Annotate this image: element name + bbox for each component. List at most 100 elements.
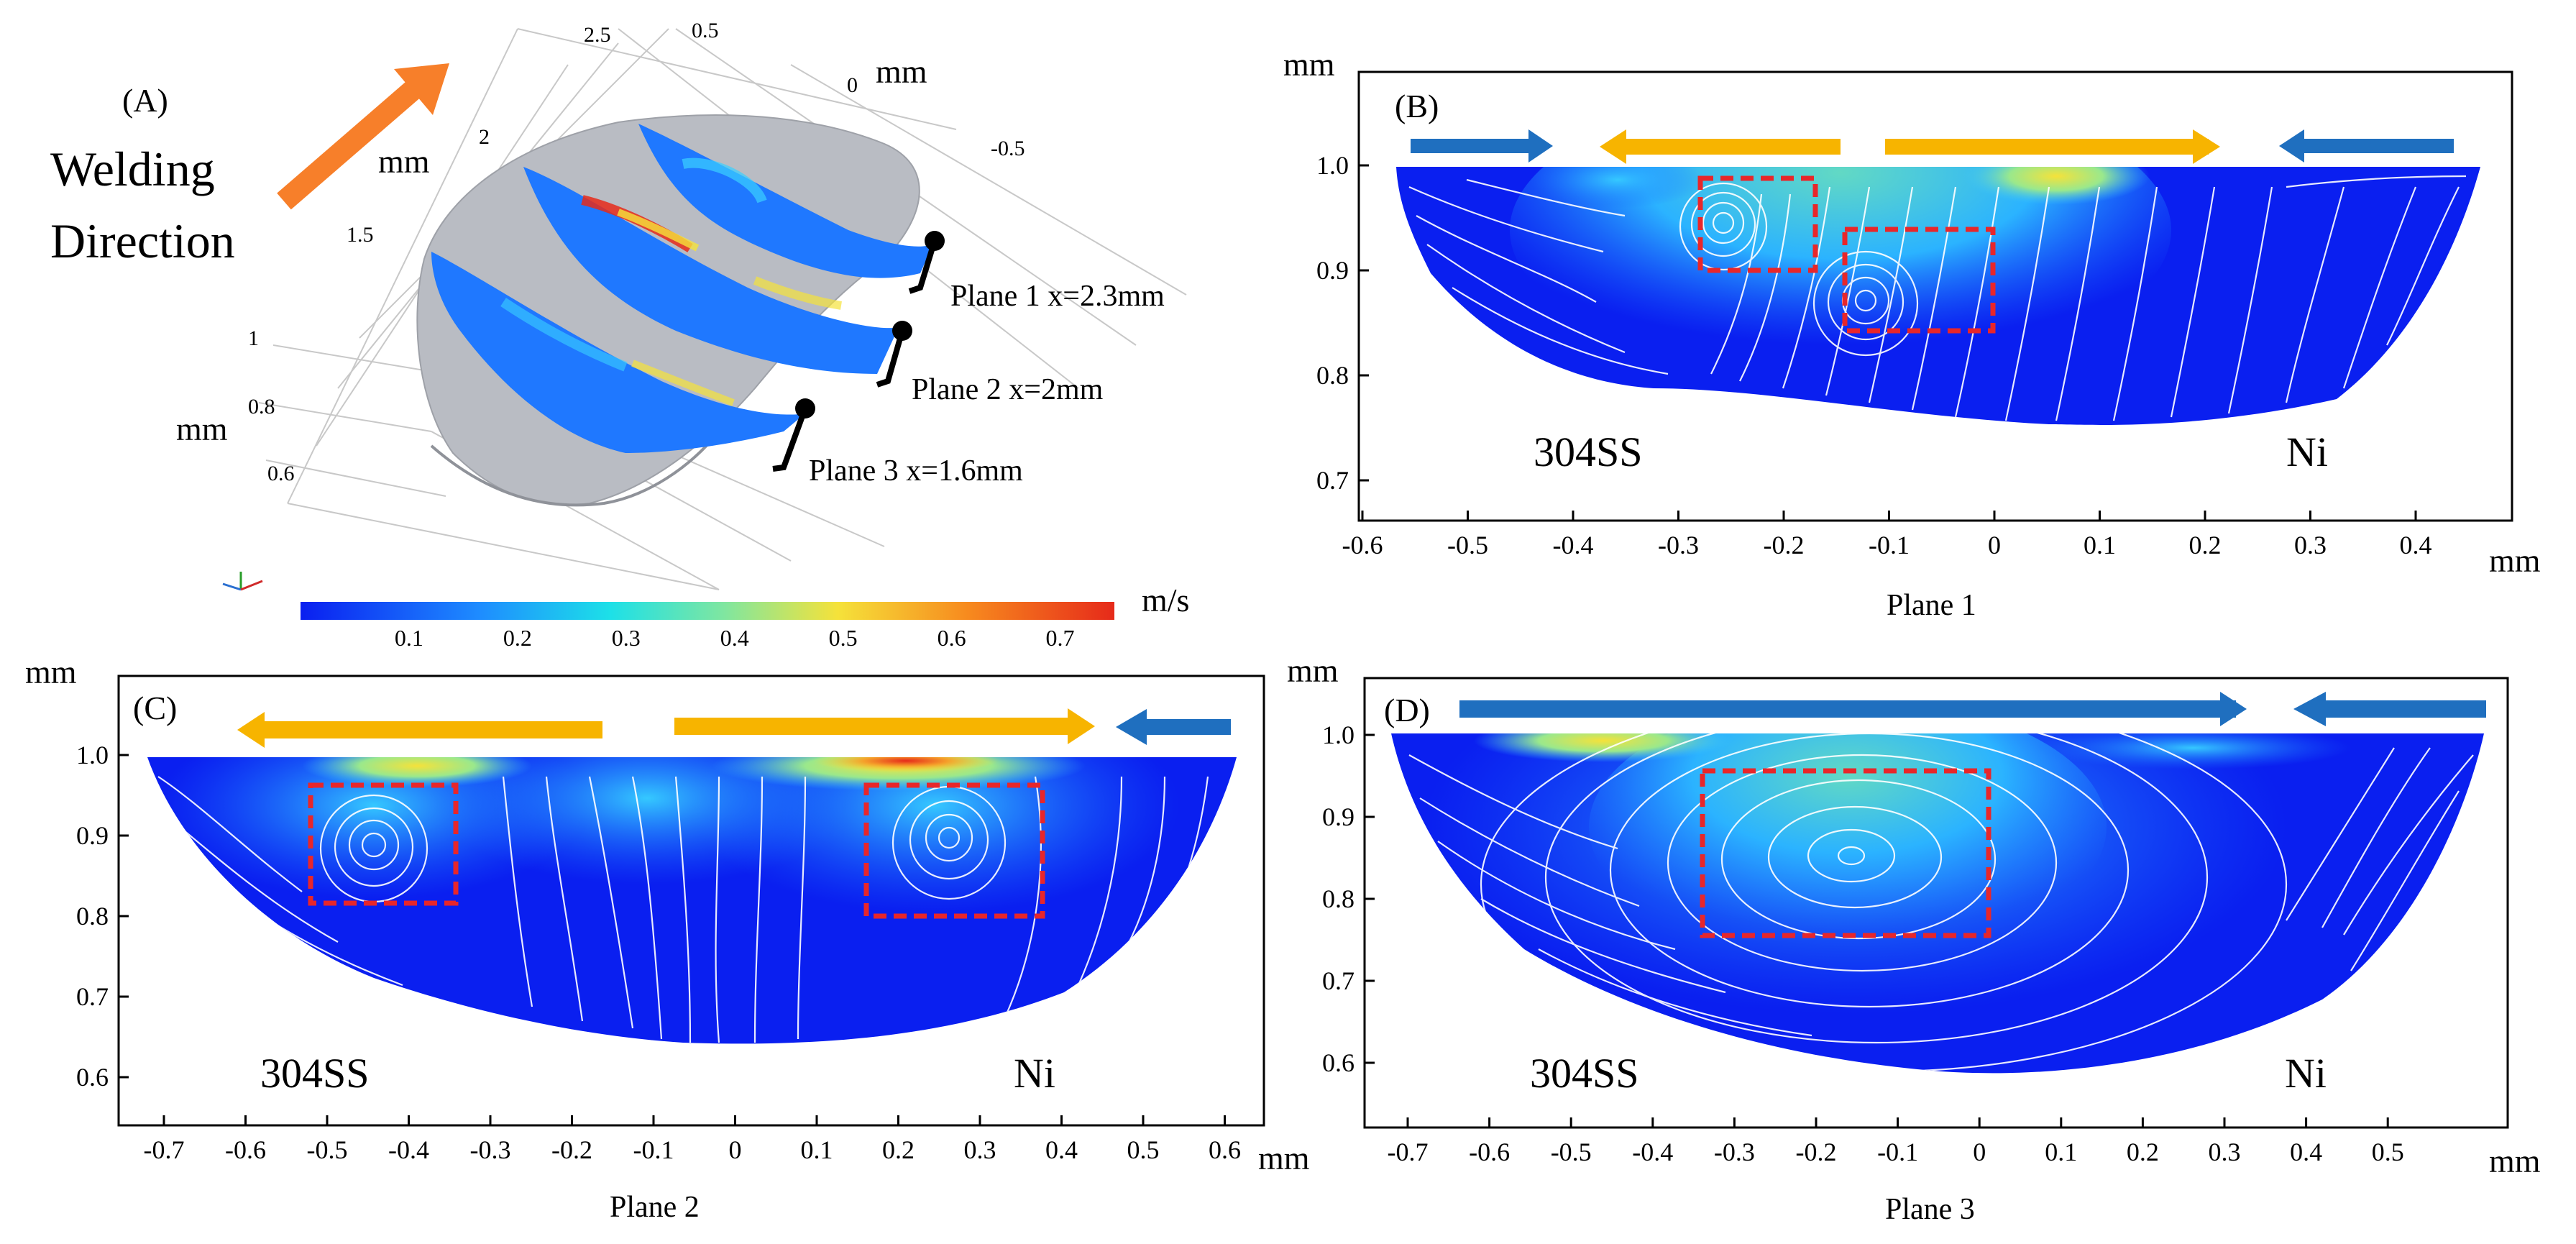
axis-z-tick-0-6: 0.6 bbox=[267, 462, 295, 485]
panel-c-right-material: Ni bbox=[1014, 1050, 1055, 1097]
panel-d-plane-name: Plane 3 bbox=[1885, 1193, 1975, 1226]
x-tick-label: -0.6 bbox=[225, 1135, 266, 1164]
panel-d-melt-pool bbox=[1391, 733, 2484, 1074]
x-tick-label: 0.5 bbox=[2372, 1138, 2404, 1166]
panel-c-y-unit: mm bbox=[25, 654, 77, 690]
orientation-triad-icon bbox=[222, 572, 263, 591]
x-tick-label: 0.2 bbox=[2127, 1138, 2159, 1166]
axis-y-tick-2: 2 bbox=[479, 125, 490, 149]
colorbar-tick-label: 0.3 bbox=[612, 625, 641, 651]
panel-c-vortex-box-left bbox=[308, 782, 459, 906]
axis-x-unit: mm bbox=[876, 53, 927, 90]
panel-d-frame bbox=[1363, 677, 2509, 1129]
panel-d-right-material: Ni bbox=[2285, 1050, 2327, 1097]
y-tick-label: 0.7 bbox=[76, 982, 109, 1011]
x-tick-label: -0.7 bbox=[144, 1135, 185, 1164]
x-tick-label: -0.2 bbox=[1796, 1138, 1837, 1166]
plane-1-marker-dot bbox=[925, 231, 945, 251]
x-tick-label: 0.2 bbox=[2189, 531, 2222, 559]
x-tick-label: -0.3 bbox=[1714, 1138, 1755, 1166]
panel-b-flow-arrow-blue-right bbox=[2279, 129, 2454, 163]
axis-x-tick-minus-0-5: -0.5 bbox=[991, 137, 1025, 160]
panel-b-flow-arrow-orange-left bbox=[1600, 129, 1841, 164]
x-tick-label: 0.4 bbox=[2400, 531, 2432, 559]
panel-a-tag: (A) bbox=[122, 82, 168, 119]
colorbar-tick-label: 0.4 bbox=[720, 625, 749, 651]
panel-b-flow-arrow-orange-right bbox=[1885, 129, 2220, 164]
axis-x-tick-0-5: 0.5 bbox=[692, 19, 719, 42]
colorbar-tick-label: 0.5 bbox=[829, 625, 858, 651]
panel-b-melt-pool bbox=[1396, 167, 2480, 425]
colorbar-unit: m/s bbox=[1142, 582, 1189, 618]
y-tick-label: 0.8 bbox=[1316, 361, 1349, 390]
panel-b-x-unit: mm bbox=[2489, 542, 2541, 579]
axis-y-unit: mm bbox=[378, 143, 430, 180]
panel-a: (A) Welding Direction bbox=[50, 19, 1189, 651]
panel-c-flow-arrow-blue-right bbox=[1116, 709, 1231, 745]
panel-d-tag: (D) bbox=[1384, 692, 1430, 728]
x-tick-label: -0.7 bbox=[1388, 1138, 1429, 1166]
axis-z-tick-0-8: 0.8 bbox=[248, 395, 275, 419]
x-tick-label: 0.4 bbox=[2290, 1138, 2322, 1166]
y-tick-label: 0.8 bbox=[1322, 884, 1355, 913]
panel-b-vortex-box-right bbox=[1842, 227, 1996, 334]
x-tick-label: 0.1 bbox=[2045, 1138, 2077, 1166]
x-tick-label: 0.5 bbox=[1127, 1135, 1160, 1164]
x-tick-label: 0.6 bbox=[1209, 1135, 1241, 1164]
panel-c-melt-pool bbox=[147, 757, 1237, 1044]
x-tick-label: 0 bbox=[1973, 1138, 1986, 1166]
panel-b-vortex-box-left bbox=[1697, 175, 1818, 273]
axis-y-tick-2-5: 2.5 bbox=[584, 23, 611, 47]
y-tick-label: 0.8 bbox=[76, 902, 109, 930]
axis-y-tick-1-5: 1.5 bbox=[347, 223, 374, 247]
panel-b-y-unit: mm bbox=[1283, 46, 1335, 83]
y-tick-label: 0.7 bbox=[1316, 466, 1349, 495]
x-tick-label: -0.3 bbox=[1658, 531, 1699, 559]
x-tick-label: 0 bbox=[1988, 531, 2001, 559]
panel-c: (C) mm mm Plane 2 bbox=[25, 654, 1310, 1224]
x-tick-label: -0.2 bbox=[1764, 531, 1805, 559]
x-tick-label: -0.5 bbox=[307, 1135, 348, 1164]
panel-d-axis-ticks: -0.7 -0.6 -0.5 -0.4 -0.3 -0.2 -0.1 0 0.1 0.2 0.3 0.… bbox=[1322, 721, 2404, 1166]
panel-d-flow-arrow-blue-right bbox=[2293, 692, 2486, 726]
panel-c-vortex-box-right bbox=[863, 782, 1045, 919]
welding-label-line2: Direction bbox=[50, 214, 235, 268]
panel-b-axis-ticks: -0.6 -0.5 -0.4 -0.3 -0.2 -0.1 0 0.1 0.2 0.3 0.4 1.0… bbox=[1316, 151, 2432, 559]
x-tick-label: -0.5 bbox=[1551, 1138, 1592, 1166]
weld-pool-3d bbox=[416, 114, 935, 507]
panel-b: (B) mm mm Plane 1 bbox=[1283, 46, 2541, 622]
panel-c-left-material: 304SS bbox=[260, 1050, 370, 1097]
y-tick-label: 0.9 bbox=[1316, 256, 1349, 285]
x-tick-label: -0.1 bbox=[1877, 1138, 1918, 1166]
panel-d-flow-arrow-blue-long bbox=[1459, 692, 2247, 726]
plane-2-marker-dot bbox=[892, 321, 912, 341]
welding-direction-arrow bbox=[277, 63, 449, 210]
x-tick-label: -0.3 bbox=[470, 1135, 511, 1164]
panel-c-flow-arrow-orange-right bbox=[674, 708, 1095, 744]
panel-b-tag: (B) bbox=[1395, 88, 1439, 124]
panel-c-axis-ticks: -0.7 -0.6 -0.5 -0.4 -0.3 -0.2 -0.1 0 0.1 0.2 0.3 0.… bbox=[76, 741, 1241, 1164]
plane-3-marker-dot bbox=[795, 398, 815, 419]
x-tick-label: 0.3 bbox=[964, 1135, 996, 1164]
colorbar-tick-label: 0.2 bbox=[503, 625, 532, 651]
x-tick-label: 0.2 bbox=[882, 1135, 915, 1164]
y-tick-label: 0.9 bbox=[1322, 802, 1355, 831]
panel-d: (D) mm mm Plane 3 bbox=[1287, 652, 2541, 1226]
x-tick-label: 0 bbox=[729, 1135, 742, 1164]
y-tick-label: 0.7 bbox=[1322, 966, 1355, 995]
slice-plane-3 bbox=[431, 252, 805, 453]
x-tick-label: 0.3 bbox=[2294, 531, 2327, 559]
panel-b-plane-name: Plane 1 bbox=[1887, 589, 1976, 622]
panel-b-frame bbox=[1357, 70, 2513, 522]
x-tick-label: -0.4 bbox=[388, 1135, 429, 1164]
y-tick-label: 1.0 bbox=[76, 741, 109, 769]
x-tick-label: -0.1 bbox=[633, 1135, 674, 1164]
y-tick-label: 0.6 bbox=[76, 1063, 109, 1092]
x-tick-label: -0.6 bbox=[1342, 531, 1383, 559]
panel-b-right-material: Ni bbox=[2286, 429, 2328, 475]
panel-d-left-material: 304SS bbox=[1530, 1050, 1639, 1097]
panel-c-plane-name: Plane 2 bbox=[610, 1191, 700, 1224]
y-tick-label: 0.6 bbox=[1322, 1048, 1355, 1077]
panel-d-y-unit: mm bbox=[1287, 652, 1339, 689]
colorbar-tick-label: 0.6 bbox=[938, 625, 966, 651]
